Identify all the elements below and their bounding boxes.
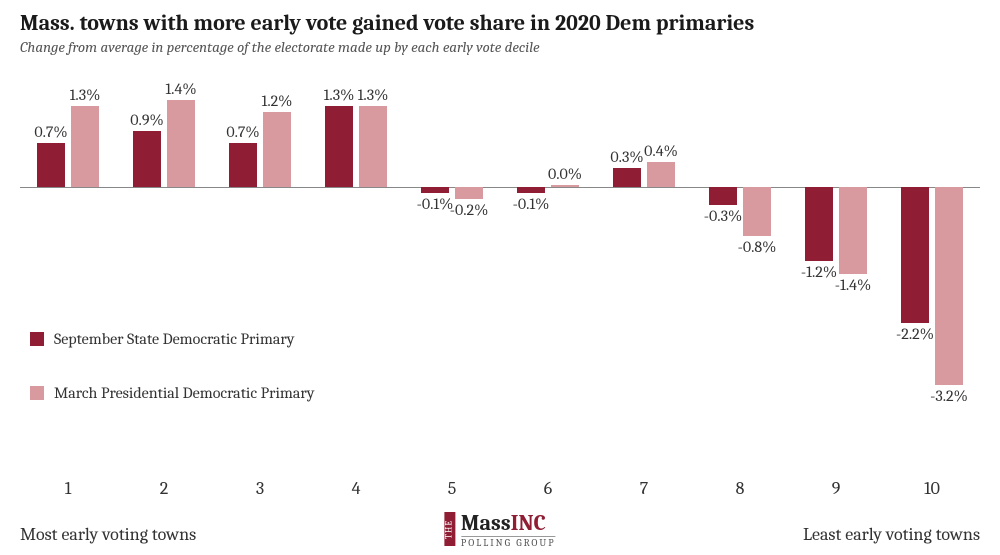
chart-subtitle: Change from average in percentage of the… <box>0 38 1000 72</box>
massinc-logo: THE MassINC POLLING GROUP <box>444 512 555 549</box>
bar-value-label: 0.4% <box>631 142 691 160</box>
x-axis-tick-label: 5 <box>404 478 500 499</box>
bar <box>359 106 387 187</box>
bar <box>455 187 483 199</box>
bar <box>647 162 675 187</box>
legend-item-september: September State Democratic Primary <box>30 330 314 348</box>
bar <box>805 187 833 261</box>
chart-legend: September State Democratic Primary March… <box>30 330 314 438</box>
bar-value-label: 1.3% <box>55 86 115 104</box>
bar-value-label: 1.4% <box>151 80 211 98</box>
x-axis-tick-label: 8 <box>692 478 788 499</box>
logo-inc: INC <box>511 510 546 536</box>
x-axis-tick-label: 2 <box>116 478 212 499</box>
bar <box>421 187 449 193</box>
x-axis-tick-label: 4 <box>308 478 404 499</box>
bar <box>71 106 99 187</box>
bar <box>37 143 65 186</box>
bar <box>167 100 195 187</box>
legend-swatch-september <box>30 332 44 346</box>
bar <box>709 187 737 206</box>
bar <box>229 143 257 186</box>
bar <box>839 187 867 274</box>
bar <box>133 131 161 187</box>
logo-mass: Mass <box>461 510 511 536</box>
bar <box>263 112 291 186</box>
x-axis-tick-label: 7 <box>596 478 692 499</box>
axis-caption-right: Least early voting towns <box>803 524 980 545</box>
bar-value-label: -0.1% <box>501 195 561 213</box>
x-axis-tick-label: 10 <box>884 478 980 499</box>
bar <box>901 187 929 323</box>
bar-value-label: 1.3% <box>343 86 403 104</box>
bar <box>325 106 353 187</box>
bar <box>743 187 771 237</box>
axis-caption-left: Most early voting towns <box>20 524 196 545</box>
bar-value-label: -0.2% <box>439 201 499 219</box>
x-axis-tick-label: 1 <box>20 478 116 499</box>
legend-label-march: March Presidential Democratic Primary <box>54 384 314 402</box>
logo-sub: POLLING GROUP <box>461 536 556 548</box>
bar-value-label: -0.8% <box>727 238 787 256</box>
x-axis-tick-label: 3 <box>212 478 308 499</box>
x-axis-labels: 12345678910 <box>20 478 980 502</box>
logo-the: THE <box>444 512 455 546</box>
x-axis-tick-label: 6 <box>500 478 596 499</box>
legend-swatch-march <box>30 386 44 400</box>
bar-value-label: -1.4% <box>823 276 883 294</box>
bar-value-label: 0.0% <box>535 165 595 183</box>
x-axis-tick-label: 9 <box>788 478 884 499</box>
bar <box>935 187 963 385</box>
bar-value-label: 1.2% <box>247 92 307 110</box>
bar <box>613 168 641 187</box>
chart-baseline <box>20 187 980 188</box>
legend-label-september: September State Democratic Primary <box>54 330 294 348</box>
bar <box>551 185 579 187</box>
bar-value-label: -3.2% <box>919 387 979 405</box>
chart-title: Mass. towns with more early vote gained … <box>0 0 1000 38</box>
bar <box>517 187 545 193</box>
legend-item-march: March Presidential Democratic Primary <box>30 384 314 402</box>
